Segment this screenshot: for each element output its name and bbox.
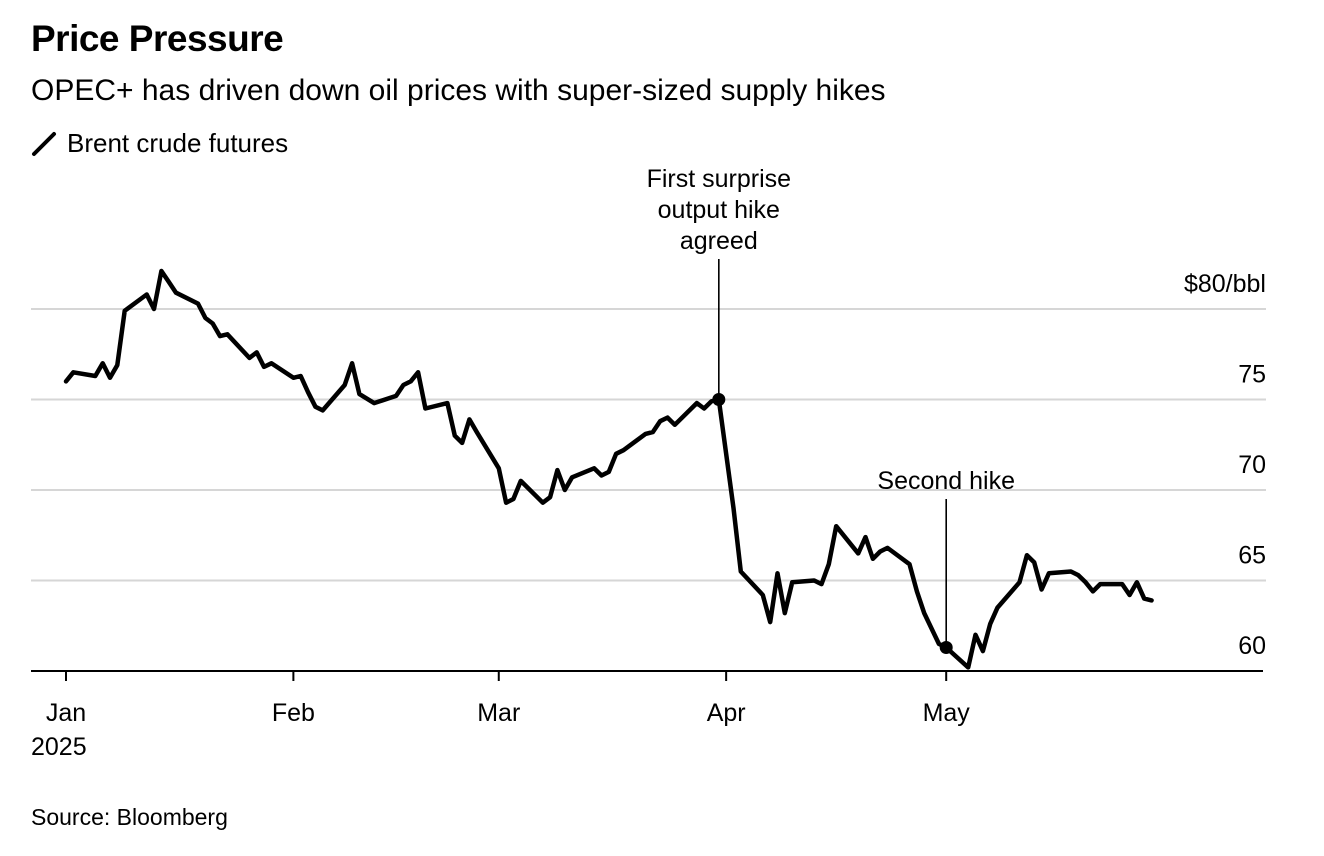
legend-label: Brent crude futures [67, 128, 289, 158]
y-tick-label: $80/bbl [1184, 270, 1266, 298]
y-tick-label: 60 [1238, 632, 1266, 660]
x-tick-label: Mar [477, 699, 520, 727]
x-tick-label: Apr [707, 699, 746, 727]
x-tick-sublabel: 2025 [31, 733, 87, 761]
series-line-brent [63, 268, 1154, 670]
annotation-marker [939, 640, 953, 654]
annotation-label: agreed [680, 227, 758, 255]
x-tick-label: Jan [46, 699, 86, 727]
y-tick-label: 70 [1238, 451, 1266, 479]
legend-line-icon [32, 131, 56, 156]
x-tick-label: Feb [272, 699, 315, 727]
source-note: Source: Bloomberg [31, 804, 228, 830]
y-tick-label: 75 [1238, 361, 1266, 389]
chart-subtitle: OPEC+ has driven down oil prices with su… [31, 74, 886, 107]
chart-title: Price Pressure [31, 18, 284, 59]
annotation-label: output hike [658, 196, 780, 224]
legend: Brent crude futures [31, 128, 288, 159]
annotation-label: First surprise [647, 165, 791, 193]
x-tick-label: May [923, 699, 971, 727]
y-tick-label: 65 [1238, 542, 1266, 570]
annotation-label: Second hike [877, 467, 1015, 495]
annotation-marker [712, 393, 726, 406]
